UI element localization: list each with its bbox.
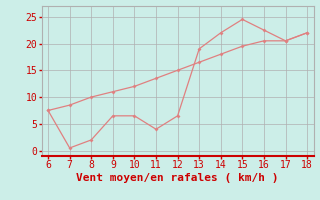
X-axis label: Vent moyen/en rafales ( km/h ): Vent moyen/en rafales ( km/h ) xyxy=(76,173,279,183)
